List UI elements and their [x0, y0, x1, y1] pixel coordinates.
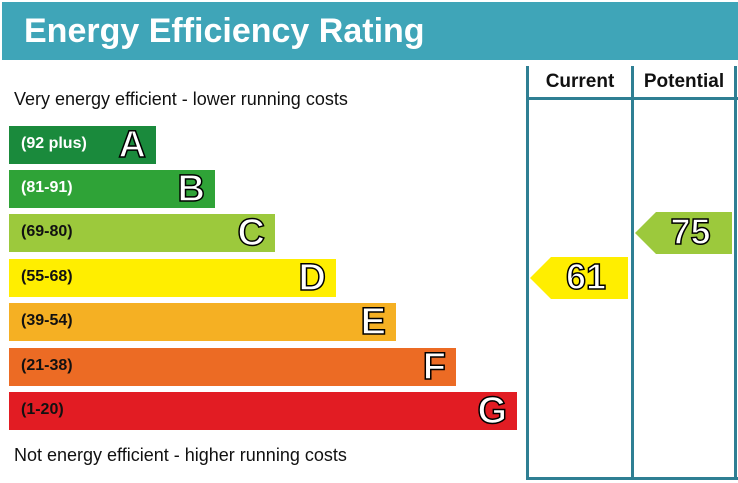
column-divider — [526, 66, 529, 480]
current-rating-value: 61 — [565, 255, 607, 298]
bottom-note: Not energy efficient - higher running co… — [14, 445, 347, 465]
column-divider — [734, 66, 737, 480]
column-header-current: Current — [545, 71, 615, 92]
potential-rating-value: 75 — [670, 210, 712, 253]
band-letter: A — [118, 123, 147, 167]
band-bar-d: (55-68) D — [9, 256, 336, 300]
band-range-label: (92 plus) — [21, 135, 87, 152]
band-bar-c: (69-80) C — [9, 211, 275, 255]
column-header-potential: Potential — [643, 71, 725, 92]
band-range-label: (81-91) — [21, 179, 73, 196]
arrow-shape — [635, 212, 732, 254]
band-bar-b: (81-91) B — [9, 167, 215, 211]
column-divider — [631, 66, 634, 480]
band-letter: D — [298, 256, 327, 300]
band-bar-a: (92 plus) A — [9, 123, 156, 167]
title-band: Energy Efficiency Rating — [2, 2, 738, 60]
arrow-shape — [530, 257, 628, 299]
band-letter: B — [177, 167, 206, 211]
band-letter: F — [422, 345, 447, 389]
header-divider — [527, 97, 738, 100]
band-range-label: (55-68) — [21, 268, 73, 285]
chart-title: Energy Efficiency Rating — [24, 12, 425, 50]
band-range-label: (1-20) — [21, 401, 64, 418]
band-letter: C — [237, 211, 266, 255]
band-letter: E — [360, 300, 387, 344]
band-range-label: (39-54) — [21, 312, 73, 329]
bottom-divider — [527, 477, 738, 480]
band-bar-f: (21-38) F — [9, 345, 456, 389]
band-bar-g: (1-20) G — [9, 389, 517, 433]
top-note: Very energy efficient - lower running co… — [14, 89, 348, 109]
current-rating-arrow: 61 — [530, 255, 628, 299]
band-range-label: (21-38) — [21, 357, 73, 374]
potential-rating-arrow: 75 — [635, 210, 732, 254]
band-range-label: (69-80) — [21, 223, 73, 240]
band-letter: G — [477, 389, 508, 433]
band-bar-e: (39-54) E — [9, 300, 396, 344]
